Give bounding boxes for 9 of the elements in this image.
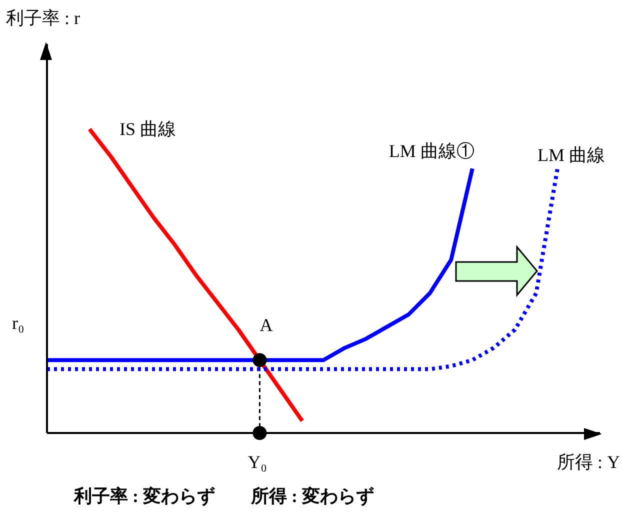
- series-label: LM 曲線: [537, 144, 605, 165]
- annotation: A: [260, 314, 273, 335]
- text: Y₀: [248, 452, 267, 472]
- text: 利子率 : r: [6, 8, 80, 28]
- series-label: IS 曲線: [120, 119, 176, 140]
- x-axis-title: 所得 : Y: [557, 452, 620, 472]
- text: 利子率 : 変わらず 所得 : 変わらず: [74, 486, 374, 506]
- series-label: LM 曲線①: [388, 140, 474, 161]
- text: r₀: [12, 312, 24, 333]
